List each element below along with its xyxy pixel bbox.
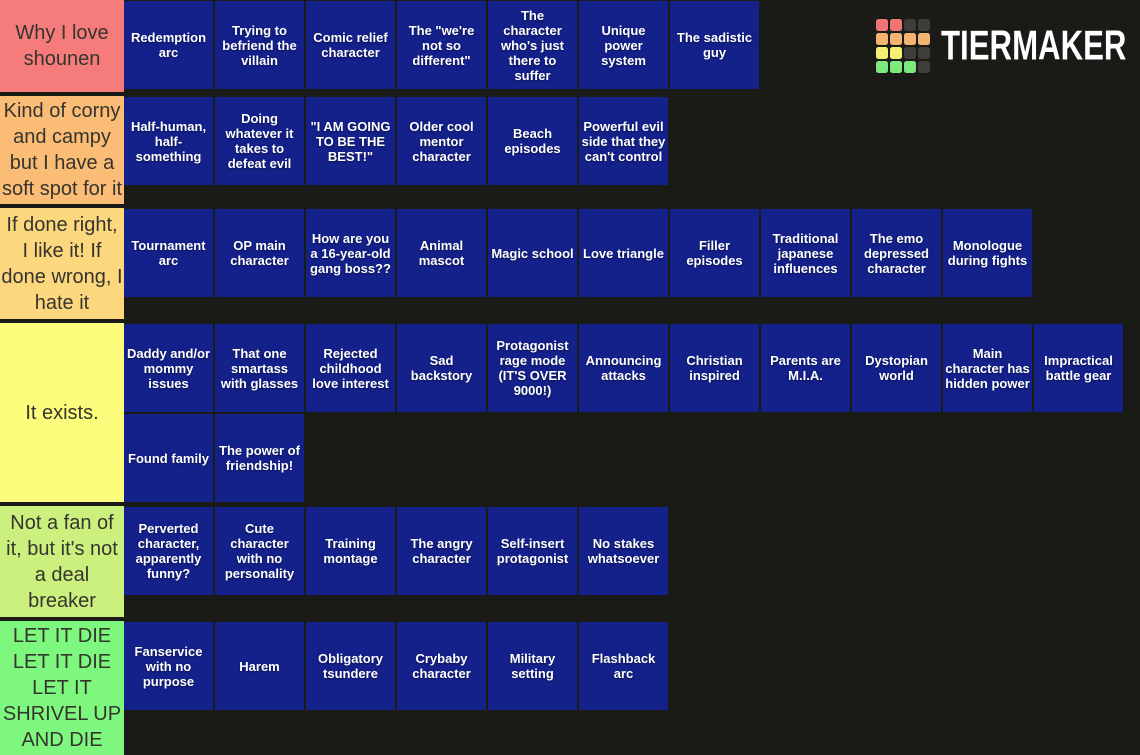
tile[interactable]: Crybaby character bbox=[397, 622, 486, 710]
tier-row: Not a fan of it, but it's not a deal bre… bbox=[0, 506, 1140, 617]
tile[interactable]: The character who's just there to suffer bbox=[488, 1, 577, 89]
tile[interactable]: Animal mascot bbox=[397, 209, 486, 297]
tile[interactable]: The emo depressed character bbox=[852, 209, 941, 297]
tier-row: LET IT DIE LET IT DIE LET IT SHRIVEL UP … bbox=[0, 621, 1140, 755]
logo-grid-square bbox=[918, 33, 930, 45]
logo-grid-square bbox=[876, 61, 888, 73]
tier-label: Kind of corny and campy but I have a sof… bbox=[0, 96, 124, 204]
tile[interactable]: Redemption arc bbox=[124, 1, 213, 89]
logo-grid-square bbox=[890, 61, 902, 73]
tile[interactable]: Obligatory tsundere bbox=[306, 622, 395, 710]
logo-grid-square bbox=[904, 19, 916, 31]
tile[interactable]: The sadistic guy bbox=[670, 1, 759, 89]
tile[interactable]: Tournament arc bbox=[124, 209, 213, 297]
tile[interactable]: Traditional japanese influences bbox=[761, 209, 850, 297]
tier-label: Not a fan of it, but it's not a deal bre… bbox=[0, 506, 124, 617]
logo-grid-square bbox=[904, 33, 916, 45]
tile-container: Tournament arc OP main character How are y… bbox=[124, 208, 1140, 319]
tile[interactable]: Trying to befriend the villain bbox=[215, 1, 304, 89]
tile[interactable]: Unique power system bbox=[579, 1, 668, 89]
logo-grid-square bbox=[890, 19, 902, 31]
tile[interactable]: That one smartass with glasses bbox=[215, 324, 304, 412]
tile-container: Redemption arc Trying to befriend the vil… bbox=[124, 0, 1140, 92]
logo-grid-square bbox=[890, 33, 902, 45]
tier-label: If done right, I like it! If done wrong,… bbox=[0, 208, 124, 319]
tile[interactable]: Fanservice with no purpose bbox=[124, 622, 213, 710]
tiermaker-logo-grid-icon bbox=[876, 19, 930, 73]
tile[interactable]: Love triangle bbox=[579, 209, 668, 297]
tile[interactable]: Military setting bbox=[488, 622, 577, 710]
tiermaker-logo[interactable]: TIERMAKER bbox=[876, 19, 1140, 73]
tile[interactable]: Magic school bbox=[488, 209, 577, 297]
tile[interactable]: Comic relief character bbox=[306, 1, 395, 89]
tile[interactable]: Main character has hidden power bbox=[943, 324, 1032, 412]
tier-label: It exists. bbox=[0, 323, 124, 502]
tile[interactable]: Parents are M.I.A. bbox=[761, 324, 850, 412]
tile[interactable]: Doing whatever it takes to defeat evil bbox=[215, 97, 304, 185]
tile[interactable]: Monologue during fights bbox=[943, 209, 1032, 297]
tile-container: Daddy and/or mommy issues That one smarta… bbox=[124, 323, 1140, 502]
tile[interactable]: Training montage bbox=[306, 507, 395, 595]
tile[interactable]: Dystopian world bbox=[852, 324, 941, 412]
tile[interactable]: Found family bbox=[124, 414, 213, 502]
tile[interactable]: Flashback arc bbox=[579, 622, 668, 710]
tile[interactable]: How are you a 16-year-old gang boss?? bbox=[306, 209, 395, 297]
tile[interactable]: OP main character bbox=[215, 209, 304, 297]
logo-grid-square bbox=[876, 33, 888, 45]
logo-grid-square bbox=[918, 61, 930, 73]
tile[interactable]: Self-insert protagonist bbox=[488, 507, 577, 595]
tile[interactable]: Perverted character, apparently funny? bbox=[124, 507, 213, 595]
logo-grid-square bbox=[904, 61, 916, 73]
tile[interactable]: Half-human, half-something bbox=[124, 97, 213, 185]
logo-grid-square bbox=[890, 47, 902, 59]
tile-container: Half-human, half-something Doing whatever… bbox=[124, 96, 1140, 204]
tile-container: Perverted character, apparently funny? Cu… bbox=[124, 506, 1140, 617]
tier-row: Kind of corny and campy but I have a sof… bbox=[0, 96, 1140, 204]
tile[interactable]: The power of friendship! bbox=[215, 414, 304, 502]
tier-row: Why I love shounen Redemption arc Trying t… bbox=[0, 0, 1140, 92]
logo-grid-square bbox=[918, 19, 930, 31]
tile[interactable]: Impractical battle gear bbox=[1034, 324, 1123, 412]
tile-container: Fanservice with no purpose Harem Obligator… bbox=[124, 621, 1140, 755]
tile[interactable]: Filler episodes bbox=[670, 209, 759, 297]
tile[interactable]: Harem bbox=[215, 622, 304, 710]
tiermaker-logo-text: TIERMAKER bbox=[941, 22, 1127, 69]
tile[interactable]: Sad backstory bbox=[397, 324, 486, 412]
tile[interactable]: Rejected childhood love interest bbox=[306, 324, 395, 412]
tile[interactable]: Powerful evil side that they can't contr… bbox=[579, 97, 668, 185]
tier-label: Why I love shounen bbox=[0, 0, 124, 92]
tier-row: It exists. Daddy and/or mommy issues That … bbox=[0, 323, 1140, 502]
logo-grid-square bbox=[918, 47, 930, 59]
logo-grid-square bbox=[876, 19, 888, 31]
tile[interactable]: The angry character bbox=[397, 507, 486, 595]
tile[interactable]: Announcing attacks bbox=[579, 324, 668, 412]
tile[interactable]: No stakes whatsoever bbox=[579, 507, 668, 595]
tile[interactable]: Protagonist rage mode (IT'S OVER 9000!) bbox=[488, 324, 577, 412]
tile[interactable]: Daddy and/or mommy issues bbox=[124, 324, 213, 412]
tile[interactable]: Cute character with no personality bbox=[215, 507, 304, 595]
tile[interactable]: "I AM GOING TO BE THE BEST!" bbox=[306, 97, 395, 185]
tile[interactable]: Christian inspired bbox=[670, 324, 759, 412]
logo-grid-square bbox=[876, 47, 888, 59]
tile[interactable]: Beach episodes bbox=[488, 97, 577, 185]
tile[interactable]: The "we're not so different" bbox=[397, 1, 486, 89]
tier-label: LET IT DIE LET IT DIE LET IT SHRIVEL UP … bbox=[0, 621, 124, 755]
logo-grid-square bbox=[904, 47, 916, 59]
tier-row: If done right, I like it! If done wrong,… bbox=[0, 208, 1140, 319]
tile[interactable]: Older cool mentor character bbox=[397, 97, 486, 185]
